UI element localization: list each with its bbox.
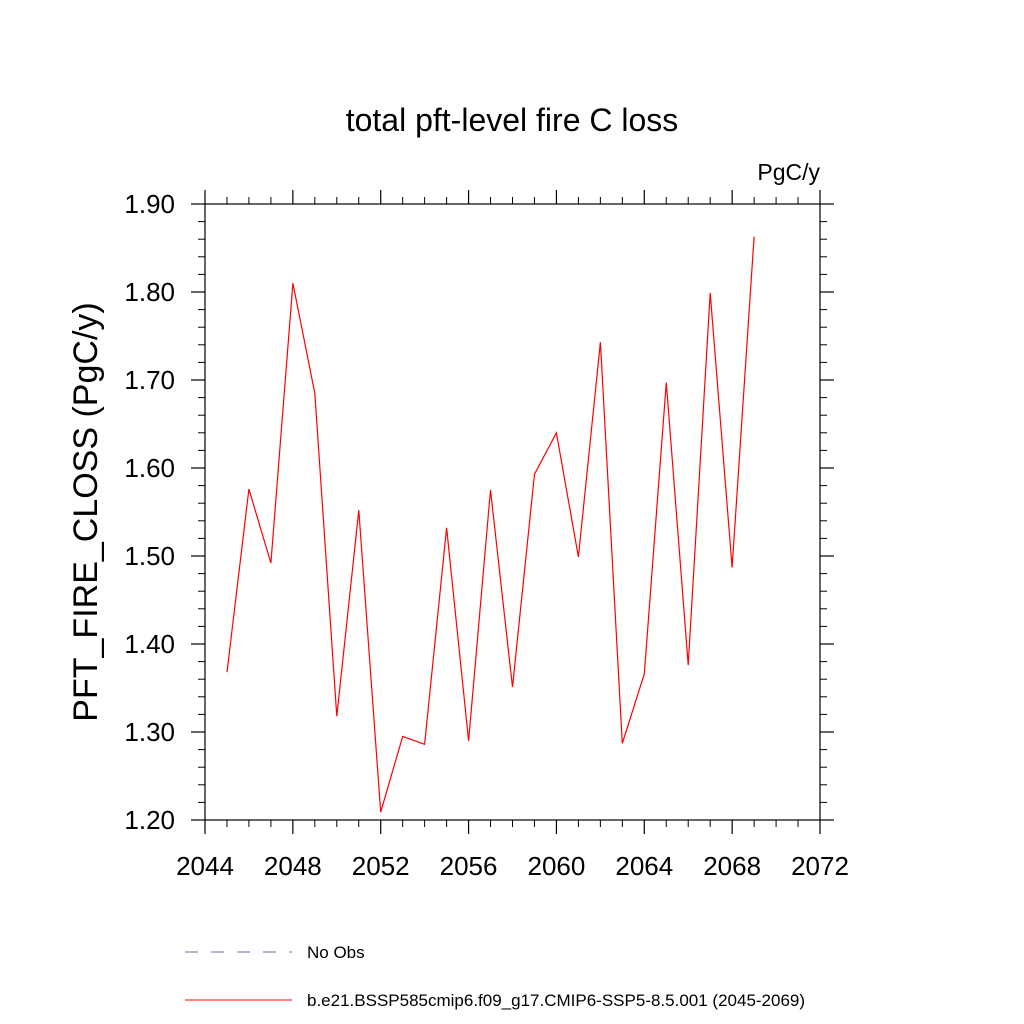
x-tick-label: 2064 <box>615 851 673 881</box>
y-tick-labels: 1.20 1.30 1.40 1.50 1.60 1.70 1.80 1.90 <box>124 189 175 835</box>
x-tick-label: 2060 <box>528 851 586 881</box>
axis-ticks <box>191 190 834 834</box>
units-label: PgC/y <box>757 159 820 185</box>
chart-title: total pft-level fire C loss <box>346 102 679 138</box>
y-tick-label: 1.50 <box>124 541 175 571</box>
x-tick-label: 2068 <box>703 851 761 881</box>
legend: No Obs b.e21.BSSP585cmip6.f09_g17.CMIP6-… <box>185 943 805 1010</box>
x-tick-label: 2044 <box>176 851 234 881</box>
y-tick-label: 1.90 <box>124 189 175 219</box>
y-tick-label: 1.20 <box>124 805 175 835</box>
legend-label-no-obs: No Obs <box>307 943 365 962</box>
x-tick-label: 2048 <box>264 851 322 881</box>
series-line-0 <box>226 236 755 813</box>
x-tick-labels: 2044 2048 2052 2056 2060 2064 2068 2072 <box>176 851 849 881</box>
y-axis-label: PFT_FIRE_CLOSS (PgC/y) <box>67 302 105 721</box>
legend-label-ssp585: b.e21.BSSP585cmip6.f09_g17.CMIP6-SSP5-8.… <box>307 991 805 1010</box>
x-tick-label: 2072 <box>791 851 849 881</box>
x-tick-label: 2052 <box>352 851 410 881</box>
y-tick-label: 1.80 <box>124 277 175 307</box>
y-tick-label: 1.30 <box>124 717 175 747</box>
series-lines <box>226 236 755 813</box>
x-tick-label: 2056 <box>440 851 498 881</box>
y-tick-label: 1.60 <box>124 453 175 483</box>
y-tick-label: 1.40 <box>124 629 175 659</box>
y-tick-label: 1.70 <box>124 365 175 395</box>
